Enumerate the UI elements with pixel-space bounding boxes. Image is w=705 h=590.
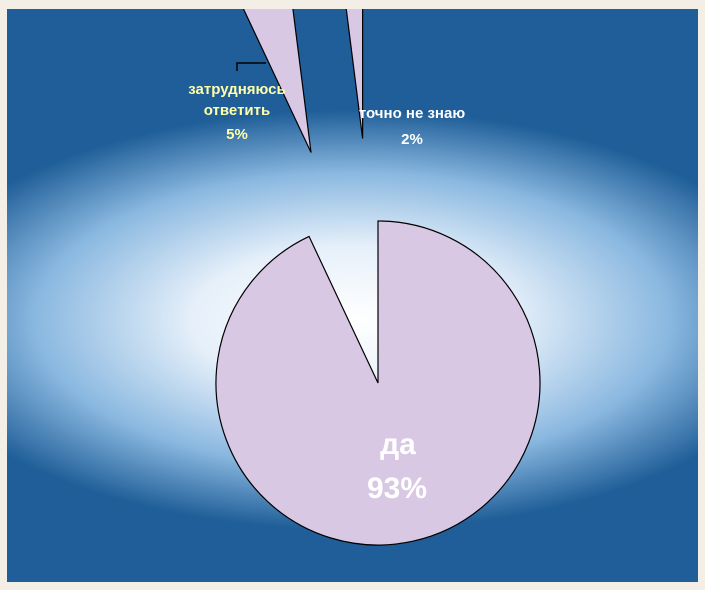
chart-area: затрудняюсь ответить 5% точно не знаю 2%… — [7, 9, 698, 582]
slice-label-dont-know: точно не знаю 2% — [359, 105, 465, 148]
pie-slice-tochno-ne-znayu — [345, 9, 364, 139]
label-da: да — [380, 428, 416, 461]
label-zatrudnyayus-value: 5% — [226, 126, 248, 143]
label-zatrudnyayus-line1: затрудняюсь — [188, 81, 285, 98]
slice-label-yes: да 93% — [367, 428, 427, 505]
pie-slice-zatrudnyayus-otvetit — [242, 9, 312, 153]
label-tochno-ne-znayu-value: 2% — [401, 131, 423, 148]
label-da-value: 93% — [367, 472, 427, 505]
pie-slice-da — [215, 220, 541, 546]
label-zatrudnyayus-line2: ответить — [204, 102, 270, 119]
slice-label-no-answer: затрудняюсь ответить 5% — [188, 81, 285, 143]
leader-line — [236, 62, 266, 71]
label-tochno-ne-znayu: точно не знаю — [359, 105, 465, 122]
pie-chart: затрудняюсь ответить 5% точно не знаю 2%… — [7, 9, 698, 582]
